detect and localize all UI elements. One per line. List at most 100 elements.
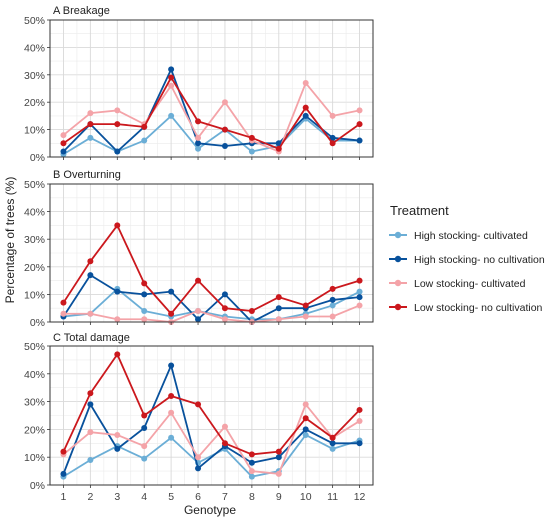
x-tick-label: 1 <box>61 491 67 503</box>
series-line <box>63 287 360 321</box>
data-point <box>168 112 175 119</box>
data-point <box>195 401 202 408</box>
data-point <box>329 296 336 303</box>
data-point <box>168 409 175 416</box>
x-tick-label: 12 <box>354 491 366 503</box>
x-tick-label: 7 <box>222 491 228 503</box>
data-point <box>87 110 94 117</box>
data-point <box>329 112 336 119</box>
x-tick-label: 9 <box>276 491 282 503</box>
data-point <box>302 431 309 438</box>
data-point <box>275 140 282 147</box>
y-tick-label: 30% <box>24 397 45 409</box>
panel-title: A Breakage <box>53 5 110 17</box>
data-point <box>87 456 94 463</box>
data-point <box>195 277 202 284</box>
series-line <box>62 76 361 150</box>
data-point <box>87 258 94 265</box>
legend-item: High stocking- cultivated <box>389 230 528 242</box>
data-point <box>195 134 202 141</box>
data-point <box>356 440 363 447</box>
data-point <box>275 305 282 312</box>
data-point <box>221 291 228 298</box>
panel-title: C Total damage <box>53 332 130 344</box>
x-tick-label: 3 <box>114 491 120 503</box>
data-point <box>87 134 94 141</box>
y-tick-label: 40% <box>24 207 45 219</box>
data-point <box>275 145 282 152</box>
panel-border <box>49 19 374 158</box>
data-point <box>114 316 121 323</box>
data-point <box>168 434 175 441</box>
y-tick-label: 0% <box>30 152 45 164</box>
series-line <box>62 274 360 323</box>
data-point <box>141 291 148 298</box>
x-tick-label: 2 <box>87 491 93 503</box>
data-point <box>60 140 67 147</box>
y-tick-label: 20% <box>24 97 45 109</box>
y-axis-label: Percentage of trees (%) <box>3 177 17 304</box>
y-tick-label: 10% <box>24 125 45 137</box>
y-tick-label: 0% <box>30 317 45 329</box>
data-point <box>248 451 255 458</box>
data-point <box>141 443 148 450</box>
y-tick-label: 50% <box>24 179 45 191</box>
legend-item: High stocking- no cultivation <box>389 254 545 266</box>
data-point <box>248 459 255 466</box>
data-point <box>248 473 255 480</box>
data-point <box>275 294 282 301</box>
data-point <box>114 431 121 438</box>
series-line <box>62 403 361 475</box>
x-tick-label: 4 <box>141 491 147 503</box>
data-point <box>275 316 282 323</box>
data-point <box>60 148 67 155</box>
data-point <box>87 272 94 279</box>
series-line <box>63 304 360 323</box>
data-point <box>114 222 121 229</box>
legend-title: Treatment <box>390 203 449 218</box>
data-point <box>141 316 148 323</box>
x-tick-label: 5 <box>168 491 174 503</box>
data-point <box>195 316 202 323</box>
panel-border <box>49 183 374 323</box>
data-point <box>275 454 282 461</box>
data-point <box>356 137 363 144</box>
y-tick-label: 50% <box>24 15 45 27</box>
data-point <box>329 313 336 320</box>
data-point <box>221 99 228 106</box>
data-point <box>329 440 336 447</box>
data-point <box>356 107 363 114</box>
legend-item: Low stocking- cultivated <box>389 278 526 290</box>
data-point <box>195 140 202 147</box>
legend-label: High stocking- no cultivation <box>414 254 545 266</box>
data-point <box>141 137 148 144</box>
data-point <box>329 445 336 452</box>
y-tick-label: 20% <box>24 262 45 274</box>
data-point <box>87 121 94 128</box>
data-point <box>114 148 121 155</box>
data-point <box>114 288 121 295</box>
y-tick-label: 30% <box>24 234 45 246</box>
data-point <box>87 429 94 436</box>
data-point <box>195 145 202 152</box>
x-tick-label: 11 <box>327 491 338 503</box>
data-point <box>168 362 175 369</box>
series-line <box>62 82 360 153</box>
data-point <box>168 82 175 89</box>
data-point <box>60 448 67 455</box>
data-point <box>87 390 94 397</box>
legend-label: Low stocking- cultivated <box>414 278 526 290</box>
data-point <box>356 302 363 309</box>
data-point <box>329 434 336 441</box>
data-point <box>248 307 255 314</box>
data-point <box>60 310 67 317</box>
data-point <box>356 277 363 284</box>
data-point <box>114 445 121 452</box>
series-line <box>62 353 361 456</box>
series-line <box>62 68 360 153</box>
data-point <box>168 288 175 295</box>
panel-border <box>49 345 374 486</box>
x-tick-label: 10 <box>300 491 312 503</box>
data-point <box>195 454 202 461</box>
